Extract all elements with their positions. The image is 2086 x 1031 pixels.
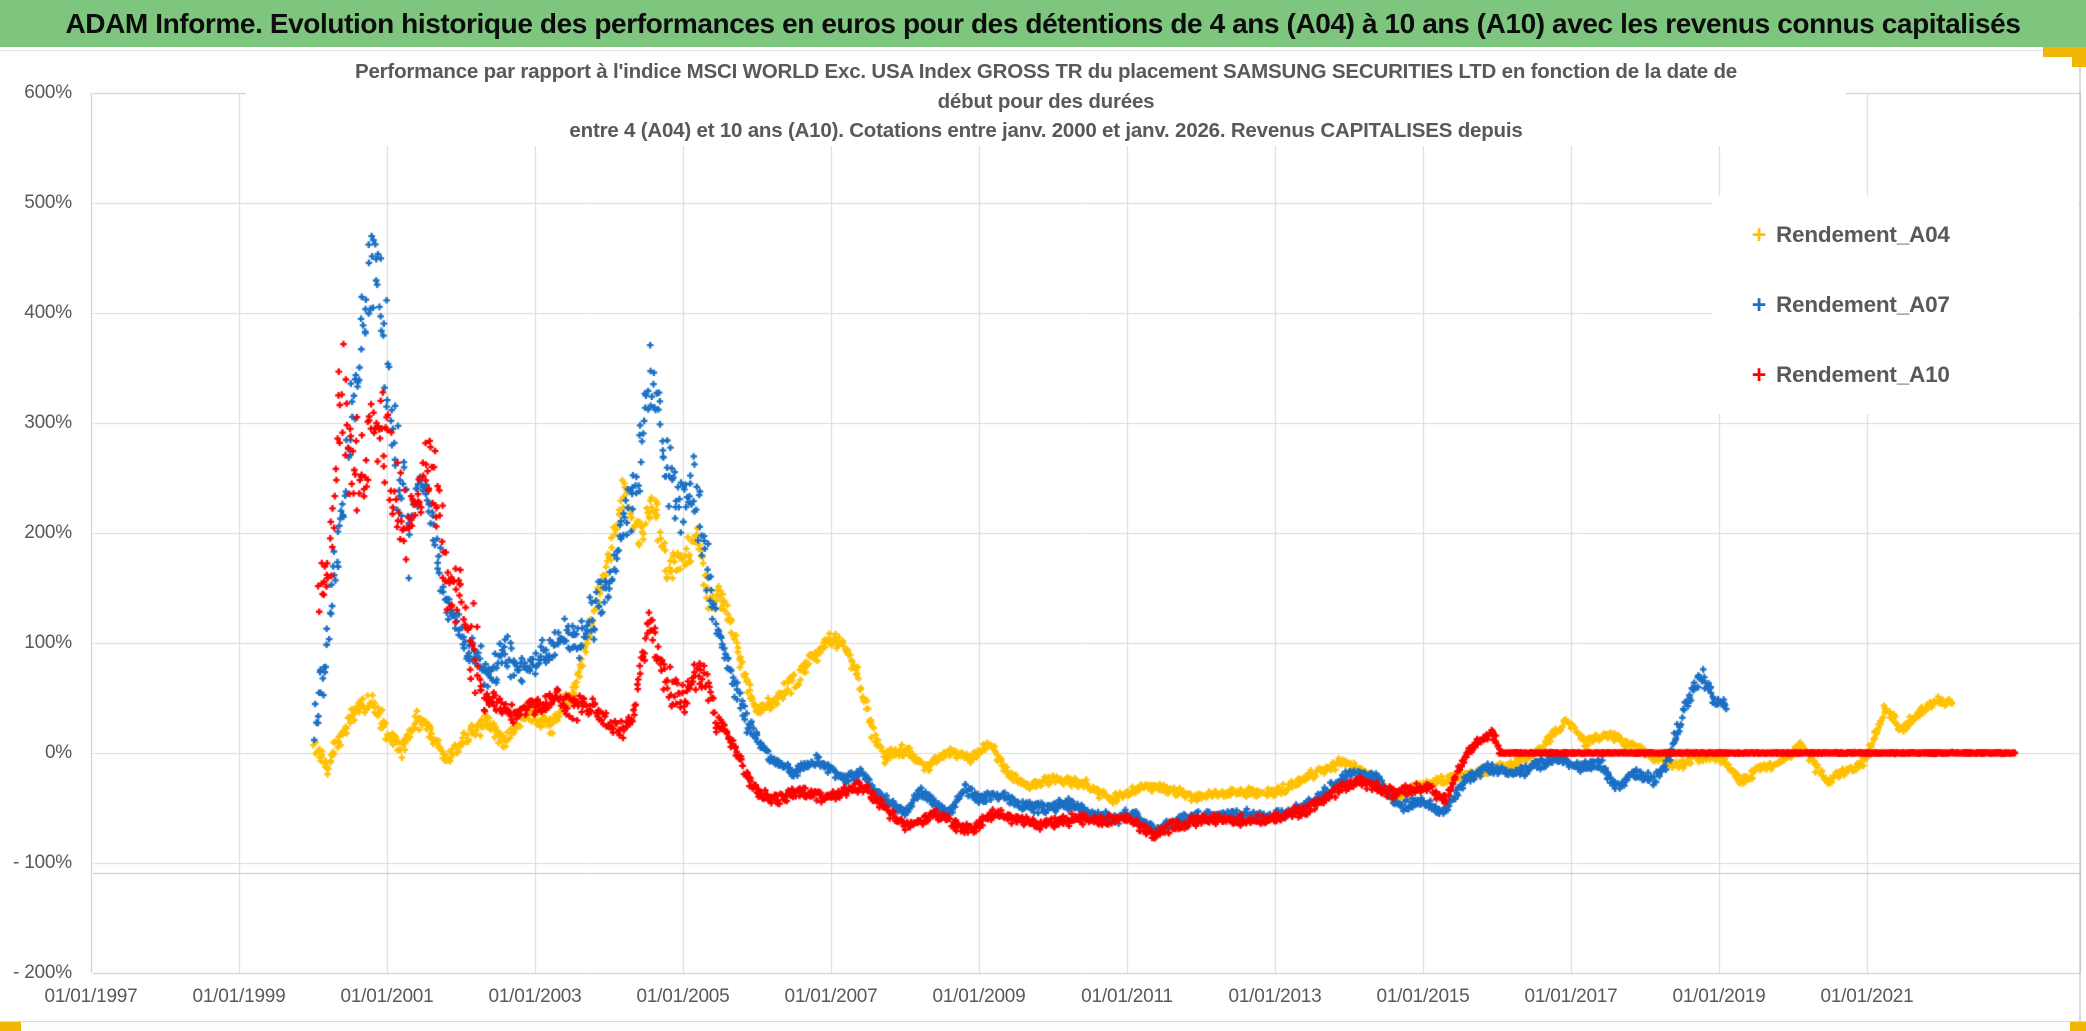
x-axis-tick-label: 01/01/1997 [44, 986, 138, 1007]
scrollbar-thumb-right[interactable] [2070, 1022, 2086, 1031]
chart-title-line-3: entre 4 (A04) et 10 ans (A10). Cotations… [569, 119, 1523, 142]
x-axis-tick-label: 01/01/2019 [1672, 986, 1766, 1007]
y-axis-tick-label: 400% [24, 302, 72, 323]
legend-plus-marker-icon: + [1751, 361, 1767, 389]
x-axis-tick-label: 01/01/2017 [1524, 986, 1618, 1007]
x-axis-tick-label: 01/01/2005 [636, 986, 730, 1007]
legend-label: Rendement_A07 [1776, 292, 1950, 317]
x-axis-tick-label: 01/01/2003 [488, 986, 582, 1007]
x-axis-tick-label: 01/01/2015 [1376, 986, 1470, 1007]
y-axis-tick-label: - 200% [12, 962, 72, 983]
y-axis-tick-label: 600% [24, 82, 72, 103]
x-axis-tick-label: 01/01/2007 [784, 986, 878, 1007]
x-axis-tick-label: 01/01/2001 [340, 986, 434, 1007]
chart-title-line-2: début pour des durées [937, 89, 1155, 113]
y-axis-tick-label: 200% [24, 522, 72, 543]
y-axis-tick-label: 500% [24, 192, 72, 213]
legend-label: Rendement_A04 [1776, 222, 1950, 247]
selection-corner-mark-top-right [2043, 47, 2086, 57]
chart-title-line-1: Performance par rapport à l'indice MSCI … [354, 60, 1737, 83]
selection-corner-mark-top-right-tab [2072, 47, 2086, 67]
legend-item-rendement_a07: + Rendement_A07 [1712, 292, 2078, 318]
horizontal-scrollbar-track[interactable] [0, 1021, 2086, 1031]
legend-plus-marker-icon: + [1751, 221, 1767, 249]
legend-plus-marker-icon: + [1751, 291, 1767, 319]
x-axis-tick-label: 01/01/2013 [1228, 986, 1322, 1007]
y-axis-tick-label: 0% [44, 742, 72, 763]
x-axis-tick-label: 01/01/2021 [1820, 986, 1914, 1007]
y-axis-tick-label: 300% [24, 412, 72, 433]
chart-legend: + Rendement_A04 + Rendement_A07 + Rendement_A… [1712, 196, 2078, 414]
x-axis-tick-label: 01/01/2011 [1081, 986, 1173, 1007]
y-axis-tick-label: - 100% [12, 852, 72, 873]
y-axis-tick-label: 100% [24, 632, 72, 653]
legend-item-rendement_a04: + Rendement_A04 [1712, 222, 2078, 248]
legend-label: Rendement_A10 [1776, 362, 1950, 387]
scrollbar-thumb-left[interactable] [0, 1022, 21, 1031]
legend-item-rendement_a10: + Rendement_A10 [1712, 362, 2078, 388]
x-axis-tick-label: 01/01/1999 [192, 986, 286, 1007]
x-axis-tick-label: 01/01/2009 [932, 986, 1026, 1007]
chart-title: Performance par rapport à l'indice MSCI … [246, 57, 1846, 146]
